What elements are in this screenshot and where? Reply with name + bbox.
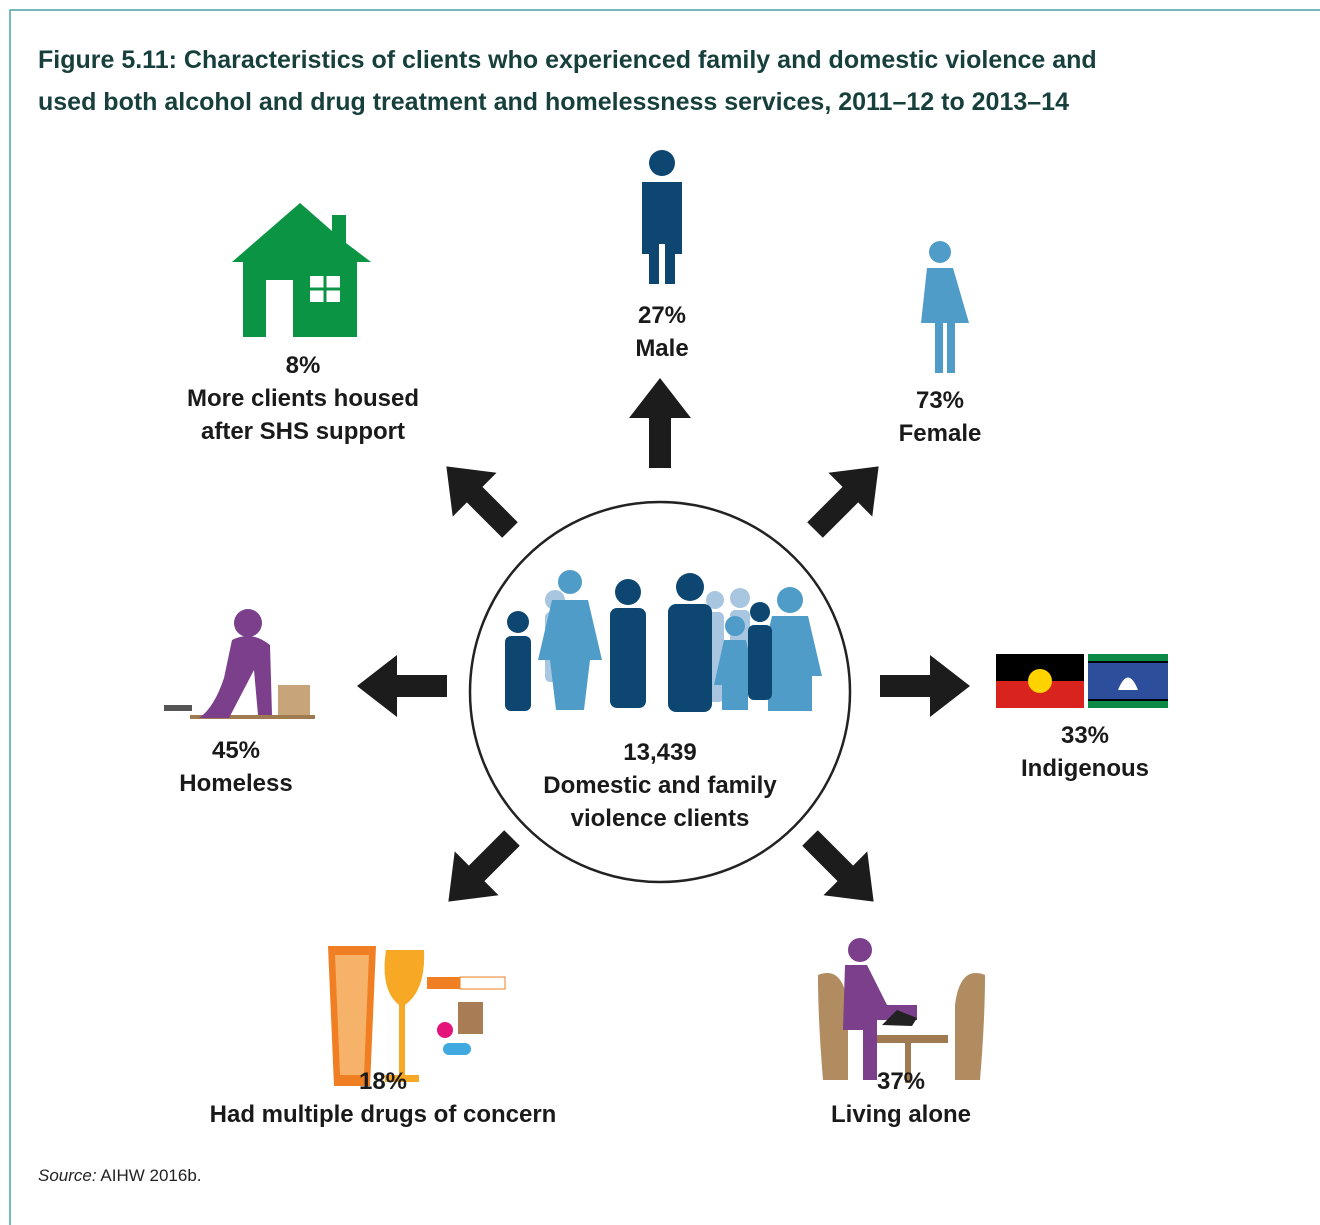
item-label: Male (635, 335, 688, 362)
page: Figure 5.11: Characteristics of clients … (0, 0, 1320, 1225)
title: used both alcohol and drug treatment and… (38, 88, 1069, 116)
item-label: Living alone (831, 1101, 971, 1128)
homeless-icon (164, 609, 315, 719)
female-icon (921, 241, 969, 373)
living-alone-icon (818, 938, 985, 1083)
item-label: Female (899, 420, 982, 447)
item-label: after SHS support (201, 418, 405, 445)
item-value: 45% (212, 737, 260, 764)
center-value: 13,439 (623, 739, 696, 766)
item-value: 8% (286, 352, 321, 379)
item-value: 18% (359, 1068, 407, 1095)
figure: Figure 5.11: Characteristics of clients … (0, 0, 1320, 1225)
male-icon (642, 150, 682, 284)
center-label: Domestic and family (543, 772, 777, 799)
item-label: More clients housed (187, 385, 419, 412)
center-label: violence clients (571, 805, 750, 832)
item-value: 27% (638, 302, 686, 329)
drugs-icon (328, 946, 505, 1086)
item-label: Had multiple drugs of concern (210, 1101, 557, 1128)
source-prefix: Source: (38, 1166, 97, 1185)
source: Source: AIHW 2016b. (38, 1166, 202, 1185)
title: Figure 5.11: Characteristics of clients … (38, 46, 1097, 74)
item-label: Homeless (179, 770, 292, 797)
item-value: 33% (1061, 722, 1109, 749)
house-icon (232, 203, 371, 337)
item-label: Indigenous (1021, 755, 1149, 782)
flags-icon (996, 654, 1168, 708)
item-value: 37% (877, 1068, 925, 1095)
source-text: AIHW 2016b. (100, 1166, 201, 1185)
item-value: 73% (916, 387, 964, 414)
